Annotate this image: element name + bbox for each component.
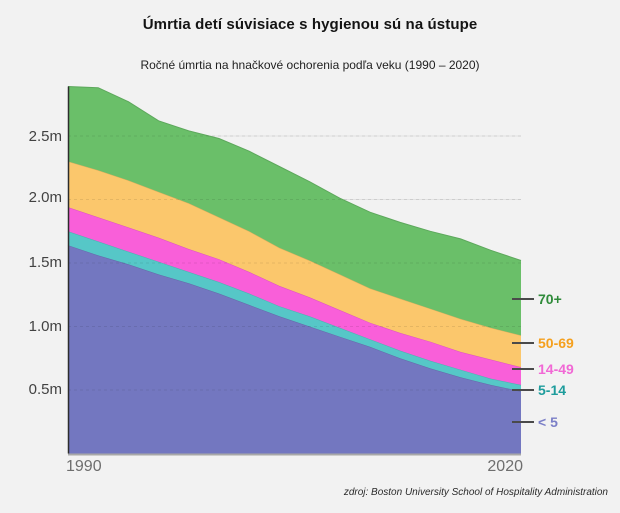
x-axis-tick-label-2020: 2020 (487, 458, 523, 475)
legend-tick-50-69 (512, 342, 534, 344)
y-axis-tick-label: 0.5m (28, 381, 62, 398)
legend-tick-14-49 (512, 368, 534, 370)
legend-label-under5: < 5 (538, 414, 558, 430)
legend-label-50-69: 50-69 (538, 335, 574, 351)
y-axis-tick-label: 2.0m (28, 189, 62, 206)
legend-tick-5-14 (512, 389, 534, 391)
source-attribution: zdroj: Boston University School of Hospi… (343, 487, 608, 498)
legend-tick-under5 (512, 421, 534, 423)
legend-tick-70plus (512, 298, 534, 300)
y-axis-tick-label: 1.5m (28, 254, 62, 271)
legend-label-70plus: 70+ (538, 291, 562, 307)
y-axis-tick-label: 1.0m (28, 318, 62, 335)
legend-label-14-49: 14-49 (538, 361, 574, 377)
chart-subtitle: Ročné úmrtia na hnačkové ochorenia podľa… (140, 58, 480, 72)
legend-label-5-14: 5-14 (538, 382, 567, 398)
x-axis-tick-label-1990: 1990 (66, 458, 102, 475)
page-title: Úmrtia detí súvisiace s hygienou sú na ú… (142, 16, 478, 33)
y-axis-tick-label: 2.5m (28, 128, 62, 145)
